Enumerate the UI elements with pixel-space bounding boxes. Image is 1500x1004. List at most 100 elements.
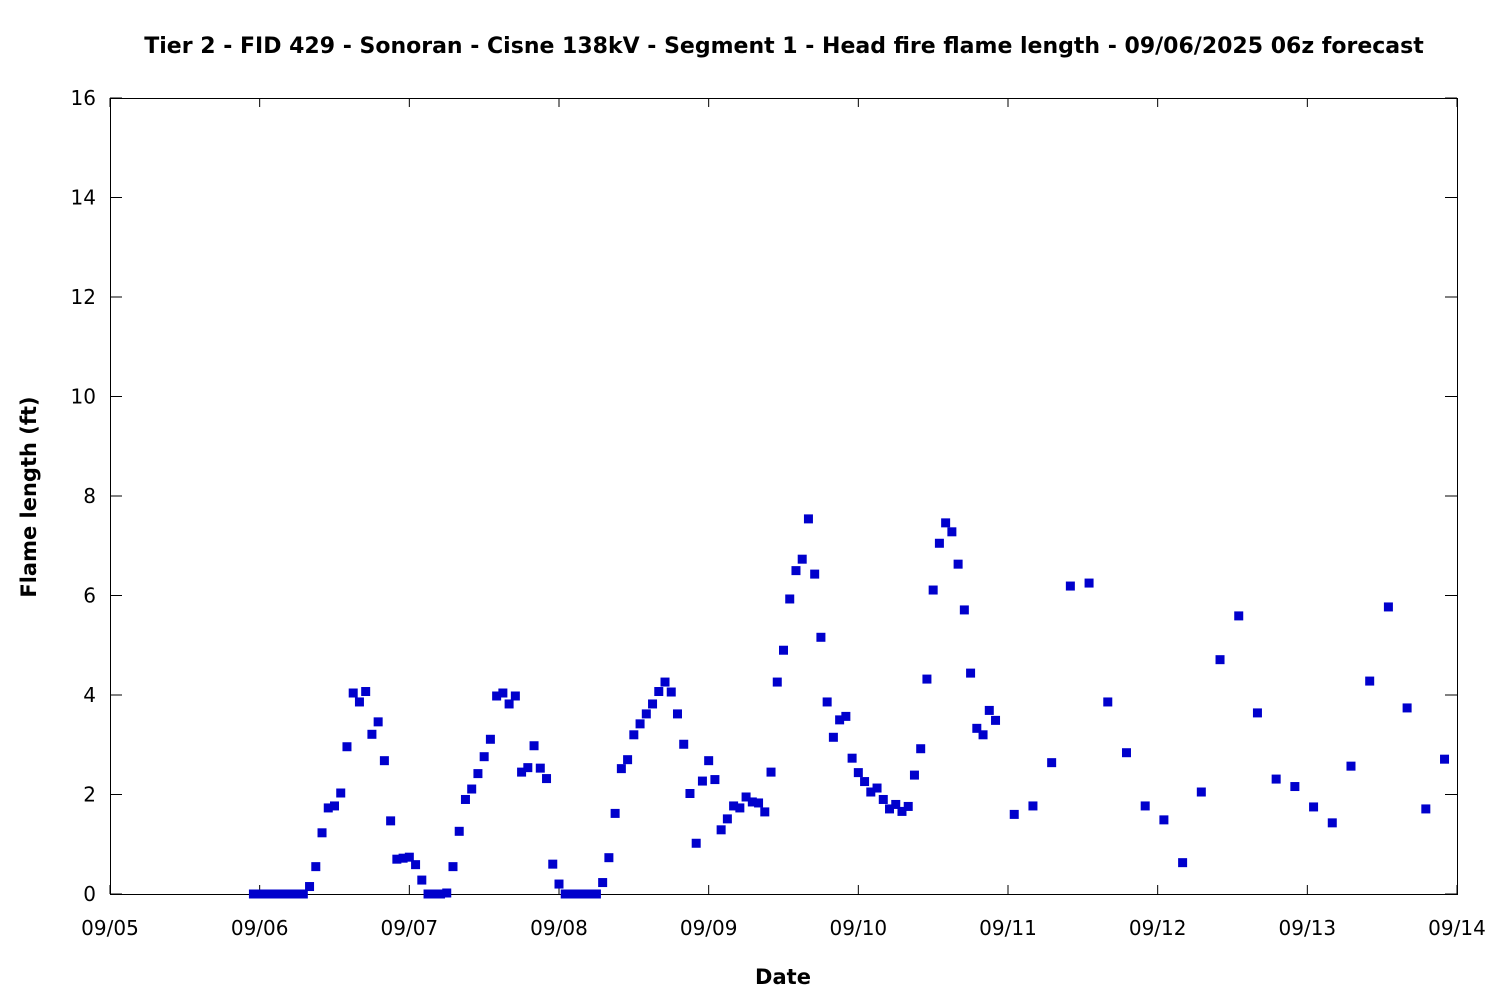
data-point	[866, 787, 876, 797]
data-point	[342, 742, 352, 752]
data-point	[273, 889, 283, 899]
y-tick-label: 6	[83, 584, 96, 608]
data-point	[323, 803, 333, 813]
data-point	[517, 767, 527, 777]
data-point	[542, 774, 552, 784]
data-point	[1402, 703, 1412, 713]
x-tick-label: 09/11	[979, 916, 1037, 940]
data-point	[922, 674, 932, 684]
data-point	[635, 719, 645, 729]
data-point	[1290, 782, 1300, 792]
data-point	[573, 889, 583, 899]
data-point	[903, 801, 913, 811]
data-point	[280, 889, 290, 899]
data-point	[1084, 578, 1094, 588]
data-point	[548, 859, 558, 869]
y-tick-label: 16	[71, 86, 96, 110]
data-point	[554, 879, 564, 889]
data-point	[791, 566, 801, 576]
data-point	[442, 888, 452, 898]
data-point	[1065, 581, 1075, 591]
data-point	[529, 741, 539, 751]
data-point	[255, 889, 265, 899]
data-point	[473, 769, 483, 779]
plot-frame	[110, 98, 1458, 895]
data-point	[498, 688, 508, 698]
data-point	[504, 699, 514, 709]
x-tick-label: 09/13	[1279, 916, 1337, 940]
data-point	[1047, 758, 1057, 768]
data-point	[479, 752, 489, 762]
y-tick-label: 14	[71, 186, 96, 210]
data-point	[747, 797, 757, 807]
data-point	[367, 729, 377, 739]
data-point	[1365, 676, 1375, 686]
data-point	[1383, 602, 1393, 612]
data-point	[872, 783, 882, 793]
data-point	[816, 632, 826, 642]
x-tick-label: 09/14	[1428, 916, 1486, 940]
data-point	[261, 889, 271, 899]
data-point	[467, 784, 477, 794]
data-point	[610, 808, 620, 818]
data-point	[579, 889, 589, 899]
data-point	[1327, 818, 1337, 828]
data-point	[298, 889, 308, 899]
data-point	[1252, 708, 1262, 718]
data-point	[629, 730, 639, 740]
data-point	[286, 889, 296, 899]
data-point	[810, 569, 820, 579]
data-point	[379, 756, 389, 766]
data-point	[523, 763, 533, 773]
data-point	[330, 801, 339, 811]
data-point	[860, 777, 870, 787]
chart-title: Tier 2 - FID 429 - Sonoran - Cisne 138kV…	[144, 34, 1424, 59]
data-point	[1215, 655, 1225, 665]
data-point	[735, 803, 745, 813]
data-point	[984, 705, 994, 715]
data-point	[741, 792, 751, 802]
data-point	[828, 732, 838, 742]
y-tick-label: 0	[83, 882, 96, 906]
data-point	[429, 889, 439, 899]
data-point	[1103, 697, 1113, 707]
data-point	[972, 723, 982, 733]
x-tick-label: 09/12	[1129, 916, 1187, 940]
data-point	[623, 755, 633, 765]
data-point	[267, 889, 277, 899]
data-point	[916, 744, 926, 754]
y-tick-label: 8	[83, 484, 96, 508]
x-tick-label: 09/06	[231, 916, 289, 940]
data-point	[1440, 754, 1450, 764]
data-point	[909, 770, 919, 780]
data-point	[510, 691, 520, 701]
data-point	[822, 697, 832, 707]
data-point	[641, 709, 651, 719]
data-point	[722, 814, 732, 824]
data-point	[348, 688, 358, 698]
y-tick-label: 2	[83, 783, 96, 807]
data-point	[392, 854, 402, 864]
data-point	[535, 763, 545, 773]
data-point	[660, 677, 670, 687]
data-point	[697, 776, 707, 786]
data-point	[1309, 802, 1319, 812]
data-point	[598, 878, 608, 888]
data-point	[411, 860, 421, 870]
data-point	[897, 806, 907, 816]
data-point	[616, 764, 626, 774]
data-point	[754, 798, 764, 808]
data-point	[685, 789, 695, 799]
data-point	[716, 825, 726, 835]
x-tick-label: 09/09	[680, 916, 738, 940]
data-point	[835, 715, 845, 725]
data-point	[947, 527, 957, 537]
data-point	[585, 889, 595, 899]
data-point	[317, 828, 327, 838]
x-tick-label: 09/07	[381, 916, 439, 940]
data-point	[691, 838, 701, 848]
data-point	[991, 715, 1001, 725]
data-point	[710, 775, 720, 785]
data-point	[760, 807, 770, 817]
